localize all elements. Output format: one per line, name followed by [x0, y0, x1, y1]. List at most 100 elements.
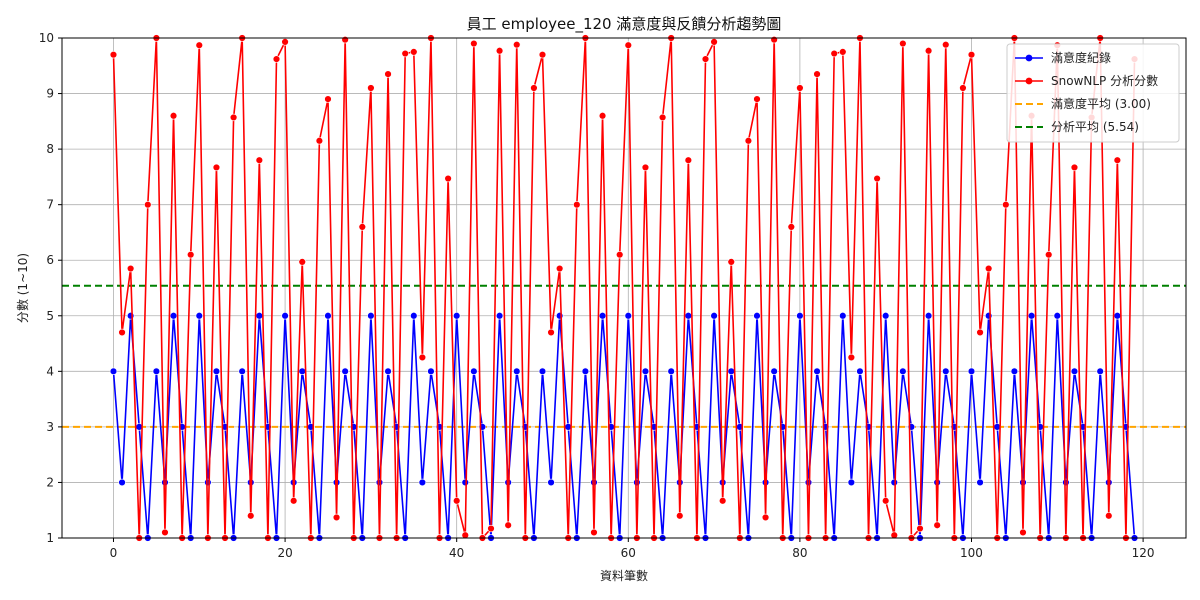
- data-point: [281, 38, 289, 46]
- data-point: [1062, 478, 1070, 487]
- data-point: [187, 250, 195, 259]
- data-point: [1002, 200, 1010, 209]
- data-point: [770, 367, 778, 376]
- x-tick-label: 60: [621, 546, 636, 560]
- data-point: [590, 528, 598, 537]
- data-point: [813, 367, 821, 376]
- data-point: [598, 112, 607, 120]
- data-point: [547, 478, 555, 487]
- data-point: [718, 497, 727, 505]
- data-point: [204, 478, 212, 487]
- data-point: [161, 528, 169, 537]
- data-point: [967, 50, 976, 59]
- legend-marker: [1025, 77, 1033, 85]
- data-point: [367, 312, 375, 320]
- data-point: [487, 524, 495, 533]
- x-tick-label: 120: [1132, 546, 1155, 560]
- y-tick-label: 8: [46, 142, 54, 156]
- data-point: [427, 367, 435, 376]
- data-point: [161, 478, 169, 487]
- data-point: [1113, 312, 1122, 320]
- data-point: [796, 312, 804, 320]
- data-point: [504, 521, 512, 529]
- legend-entry-label: 滿意度平均 (3.00): [1051, 96, 1151, 111]
- data-point: [881, 497, 890, 505]
- data-point: [761, 513, 770, 522]
- data-point: [530, 84, 538, 92]
- data-point: [727, 258, 735, 266]
- data-point: [942, 367, 950, 376]
- data-point: [1096, 367, 1104, 376]
- data-point: [538, 50, 547, 59]
- series-line: [112, 314, 1136, 539]
- data-point: [942, 40, 950, 49]
- data-point: [538, 367, 547, 376]
- data-point: [830, 49, 838, 58]
- legend-entry-label: SnowNLP 分析分數: [1051, 74, 1158, 88]
- data-point: [641, 367, 650, 376]
- data-point: [118, 478, 126, 487]
- data-point: [984, 312, 993, 320]
- data-point: [624, 41, 632, 49]
- data-point: [401, 49, 409, 58]
- data-point: [1010, 367, 1019, 376]
- y-tick-label: 6: [46, 253, 54, 267]
- data-point: [298, 258, 306, 266]
- data-point: [710, 38, 718, 46]
- data-point: [247, 512, 255, 520]
- data-point: [847, 353, 856, 362]
- data-point: [461, 478, 469, 487]
- y-tick-label: 1: [46, 531, 54, 545]
- data-point: [384, 367, 392, 376]
- data-point: [109, 367, 118, 376]
- data-point: [684, 156, 693, 164]
- data-point: [890, 478, 898, 487]
- data-point: [547, 328, 555, 337]
- data-point: [641, 163, 650, 172]
- data-point: [118, 328, 126, 337]
- x-tick-label: 100: [960, 546, 983, 560]
- data-point: [229, 113, 238, 122]
- data-point: [984, 264, 993, 273]
- data-point: [847, 478, 856, 487]
- y-tick-label: 9: [46, 87, 54, 101]
- data-point: [384, 70, 392, 78]
- data-point: [873, 174, 881, 183]
- y-tick-label: 2: [46, 475, 54, 489]
- data-point: [255, 156, 264, 164]
- data-point: [804, 478, 813, 487]
- data-point: [839, 48, 847, 56]
- data-point: [341, 367, 349, 376]
- data-point: [1053, 312, 1062, 320]
- data-point: [658, 113, 667, 122]
- data-point: [916, 524, 924, 533]
- data-point: [856, 367, 864, 376]
- data-point: [753, 95, 761, 103]
- data-point: [126, 264, 135, 273]
- data-point: [924, 47, 933, 55]
- data-point: [710, 312, 718, 320]
- data-point: [899, 367, 907, 376]
- data-point: [616, 250, 624, 259]
- legend-marker: [1025, 54, 1033, 62]
- data-point: [513, 367, 521, 376]
- data-point: [555, 264, 564, 273]
- data-point: [255, 312, 264, 320]
- data-point: [461, 531, 469, 539]
- data-point: [195, 41, 203, 49]
- data-point: [1070, 367, 1079, 376]
- data-point: [418, 478, 427, 487]
- data-point: [126, 312, 135, 320]
- data-point: [212, 163, 221, 172]
- data-point: [770, 35, 778, 44]
- y-tick-label: 10: [39, 31, 54, 45]
- y-tick-label: 7: [46, 198, 54, 212]
- data-point: [701, 55, 710, 63]
- data-point: [495, 47, 504, 55]
- data-point: [881, 312, 890, 320]
- data-point: [513, 40, 521, 49]
- data-point: [684, 312, 693, 320]
- data-point: [109, 50, 118, 59]
